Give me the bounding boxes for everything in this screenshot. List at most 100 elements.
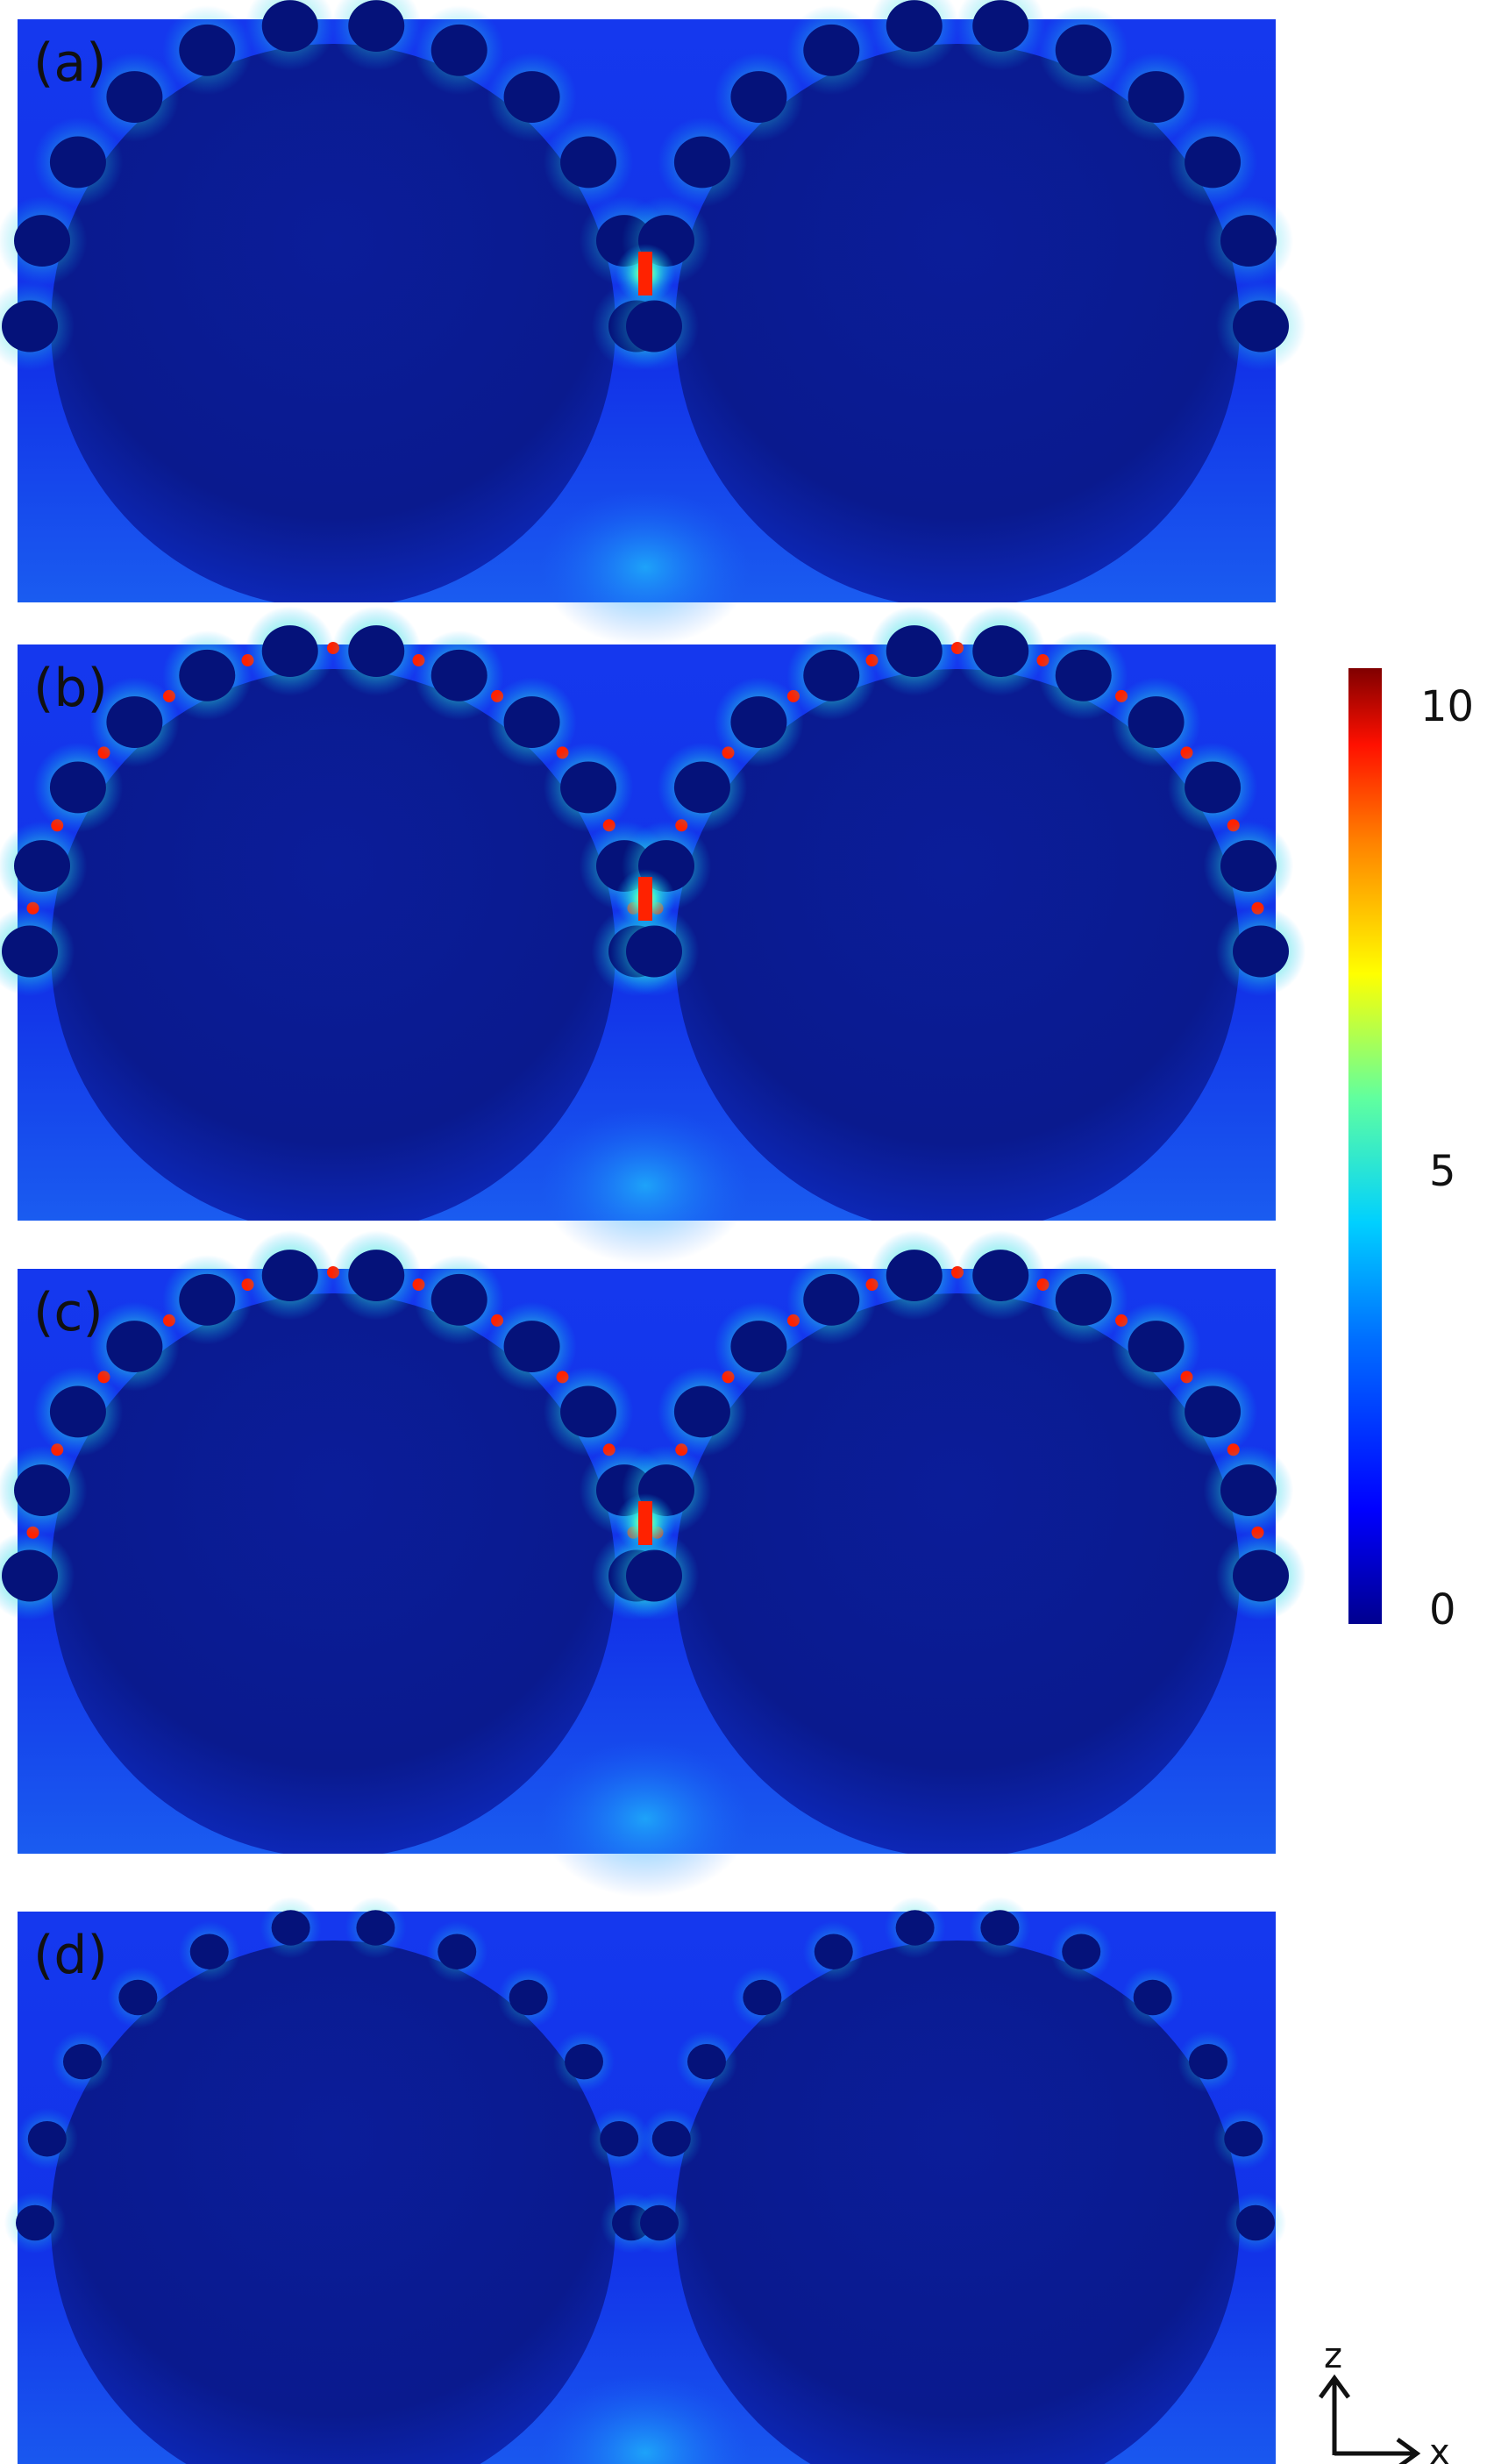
nanoparticle: [179, 1273, 236, 1326]
nanoparticle: [1185, 1385, 1242, 1438]
dielectric-sphere: [675, 44, 1240, 602]
nanoparticle: [730, 1321, 787, 1372]
nanoparticle: [106, 71, 163, 123]
nanoparticle: [1062, 1933, 1101, 1969]
nanoparticle: [626, 1549, 682, 1602]
dielectric-sphere: [51, 1941, 615, 2464]
nanoparticle: [1133, 1979, 1172, 2016]
nanoparticle: [1220, 840, 1277, 892]
nanoparticle: [179, 649, 236, 701]
panel-label: (c): [33, 1282, 103, 1343]
nanoparticle: [673, 136, 730, 189]
nanoparticle: [430, 24, 487, 76]
nanoparticle: [886, 0, 943, 52]
nanoparticle: [2, 1549, 58, 1602]
nanoparticle: [972, 0, 1029, 52]
z-axis-label: z: [1324, 2336, 1342, 2376]
nanoparticle: [600, 2120, 639, 2157]
nanoparticle: [626, 925, 682, 978]
nanoparticle: [1128, 696, 1185, 748]
bottom-glow: [540, 1740, 751, 1898]
bottom-glow: [540, 488, 751, 646]
nanoparticle: [261, 625, 318, 677]
nanoparticle: [503, 71, 560, 123]
nanoparticle: [430, 649, 487, 701]
nanoparticle: [651, 2120, 691, 2157]
dielectric-sphere: [51, 669, 615, 1221]
nanoparticle: [803, 24, 860, 76]
nanoparticle: [503, 696, 560, 748]
nanoparticle: [430, 1273, 487, 1326]
nanoparticle: [14, 840, 71, 892]
nanoparticle: [1220, 215, 1277, 267]
nanoparticle: [814, 1933, 853, 1969]
dielectric-sphere: [51, 44, 615, 602]
nanoparticle: [560, 136, 617, 189]
dielectric-sphere: [675, 1941, 1240, 2464]
dielectric-sphere: [675, 669, 1240, 1221]
z-arrowhead-icon: [1318, 2374, 1351, 2399]
colorbar-gradient: [1348, 668, 1382, 1624]
nanoparticle: [49, 1385, 106, 1438]
panel-label: (d): [33, 1925, 108, 1986]
bottom-glow: [540, 2374, 751, 2464]
nanoparticle: [972, 625, 1029, 677]
field-panels: (a) (b) (c) (d): [0, 0, 1306, 2464]
nanoparticle: [2, 925, 58, 978]
nanoparticle: [1128, 1321, 1185, 1372]
nanoparticle: [356, 1910, 395, 1946]
nanoparticle: [1055, 1273, 1112, 1326]
nanoparticle: [503, 1321, 560, 1372]
nanoparticle: [271, 1910, 310, 1946]
nanoparticle: [348, 1250, 405, 1301]
nanoparticle: [16, 2204, 54, 2241]
x-axis-label: x: [1429, 2432, 1450, 2464]
nanoparticle: [348, 0, 405, 52]
x-arrowhead-icon: [1396, 2437, 1421, 2464]
panel-b: (b): [0, 606, 1306, 1264]
nanoparticle: [106, 1321, 163, 1372]
nanoparticle: [687, 2043, 726, 2080]
nanoparticle: [673, 761, 730, 814]
panel-c: (c): [0, 1230, 1306, 1898]
panel-a: (a): [0, 0, 1306, 646]
nanoparticle: [14, 1464, 71, 1516]
nanoparticle: [1220, 1464, 1277, 1516]
nanoparticle: [1224, 2120, 1263, 2157]
nanoparticle: [895, 1910, 935, 1946]
nanoparticle: [560, 1385, 617, 1438]
bottom-glow: [540, 1107, 751, 1264]
central-gap-hotspot: [638, 252, 652, 296]
nanoparticle: [2, 300, 58, 353]
colorbar-tick-mid: 5: [1429, 1147, 1456, 1196]
nanoparticle: [179, 24, 236, 76]
nanoparticle: [438, 1933, 477, 1969]
nanoparticle: [261, 0, 318, 52]
nanoparticle: [348, 625, 405, 677]
axis-indicator: z x: [1318, 2336, 1450, 2464]
nanoparticle: [1189, 2043, 1228, 2080]
nanoparticle: [743, 1979, 782, 2016]
nanoparticle: [106, 696, 163, 748]
nanoparticle: [509, 1979, 548, 2016]
central-gap-hotspot: [638, 877, 652, 921]
nanoparticle: [730, 71, 787, 123]
nanoparticle: [1128, 71, 1185, 123]
nanoparticle: [1233, 300, 1289, 353]
nanoparticle: [1233, 1549, 1289, 1602]
nanoparticle: [49, 136, 106, 189]
nanoparticle: [560, 761, 617, 814]
colorbar: 10 5 0: [1348, 668, 1474, 1634]
nanoparticle: [972, 1250, 1029, 1301]
nanoparticle: [886, 625, 943, 677]
nanoparticle: [803, 649, 860, 701]
nanoparticle: [1055, 24, 1112, 76]
nanoparticle: [1185, 761, 1242, 814]
nanoparticle: [118, 1979, 158, 2016]
nanoparticle: [730, 696, 787, 748]
nanoparticle: [565, 2043, 604, 2080]
nanoparticle: [673, 1385, 730, 1438]
nanoparticle: [49, 761, 106, 814]
nanoparticle: [980, 1910, 1020, 1946]
